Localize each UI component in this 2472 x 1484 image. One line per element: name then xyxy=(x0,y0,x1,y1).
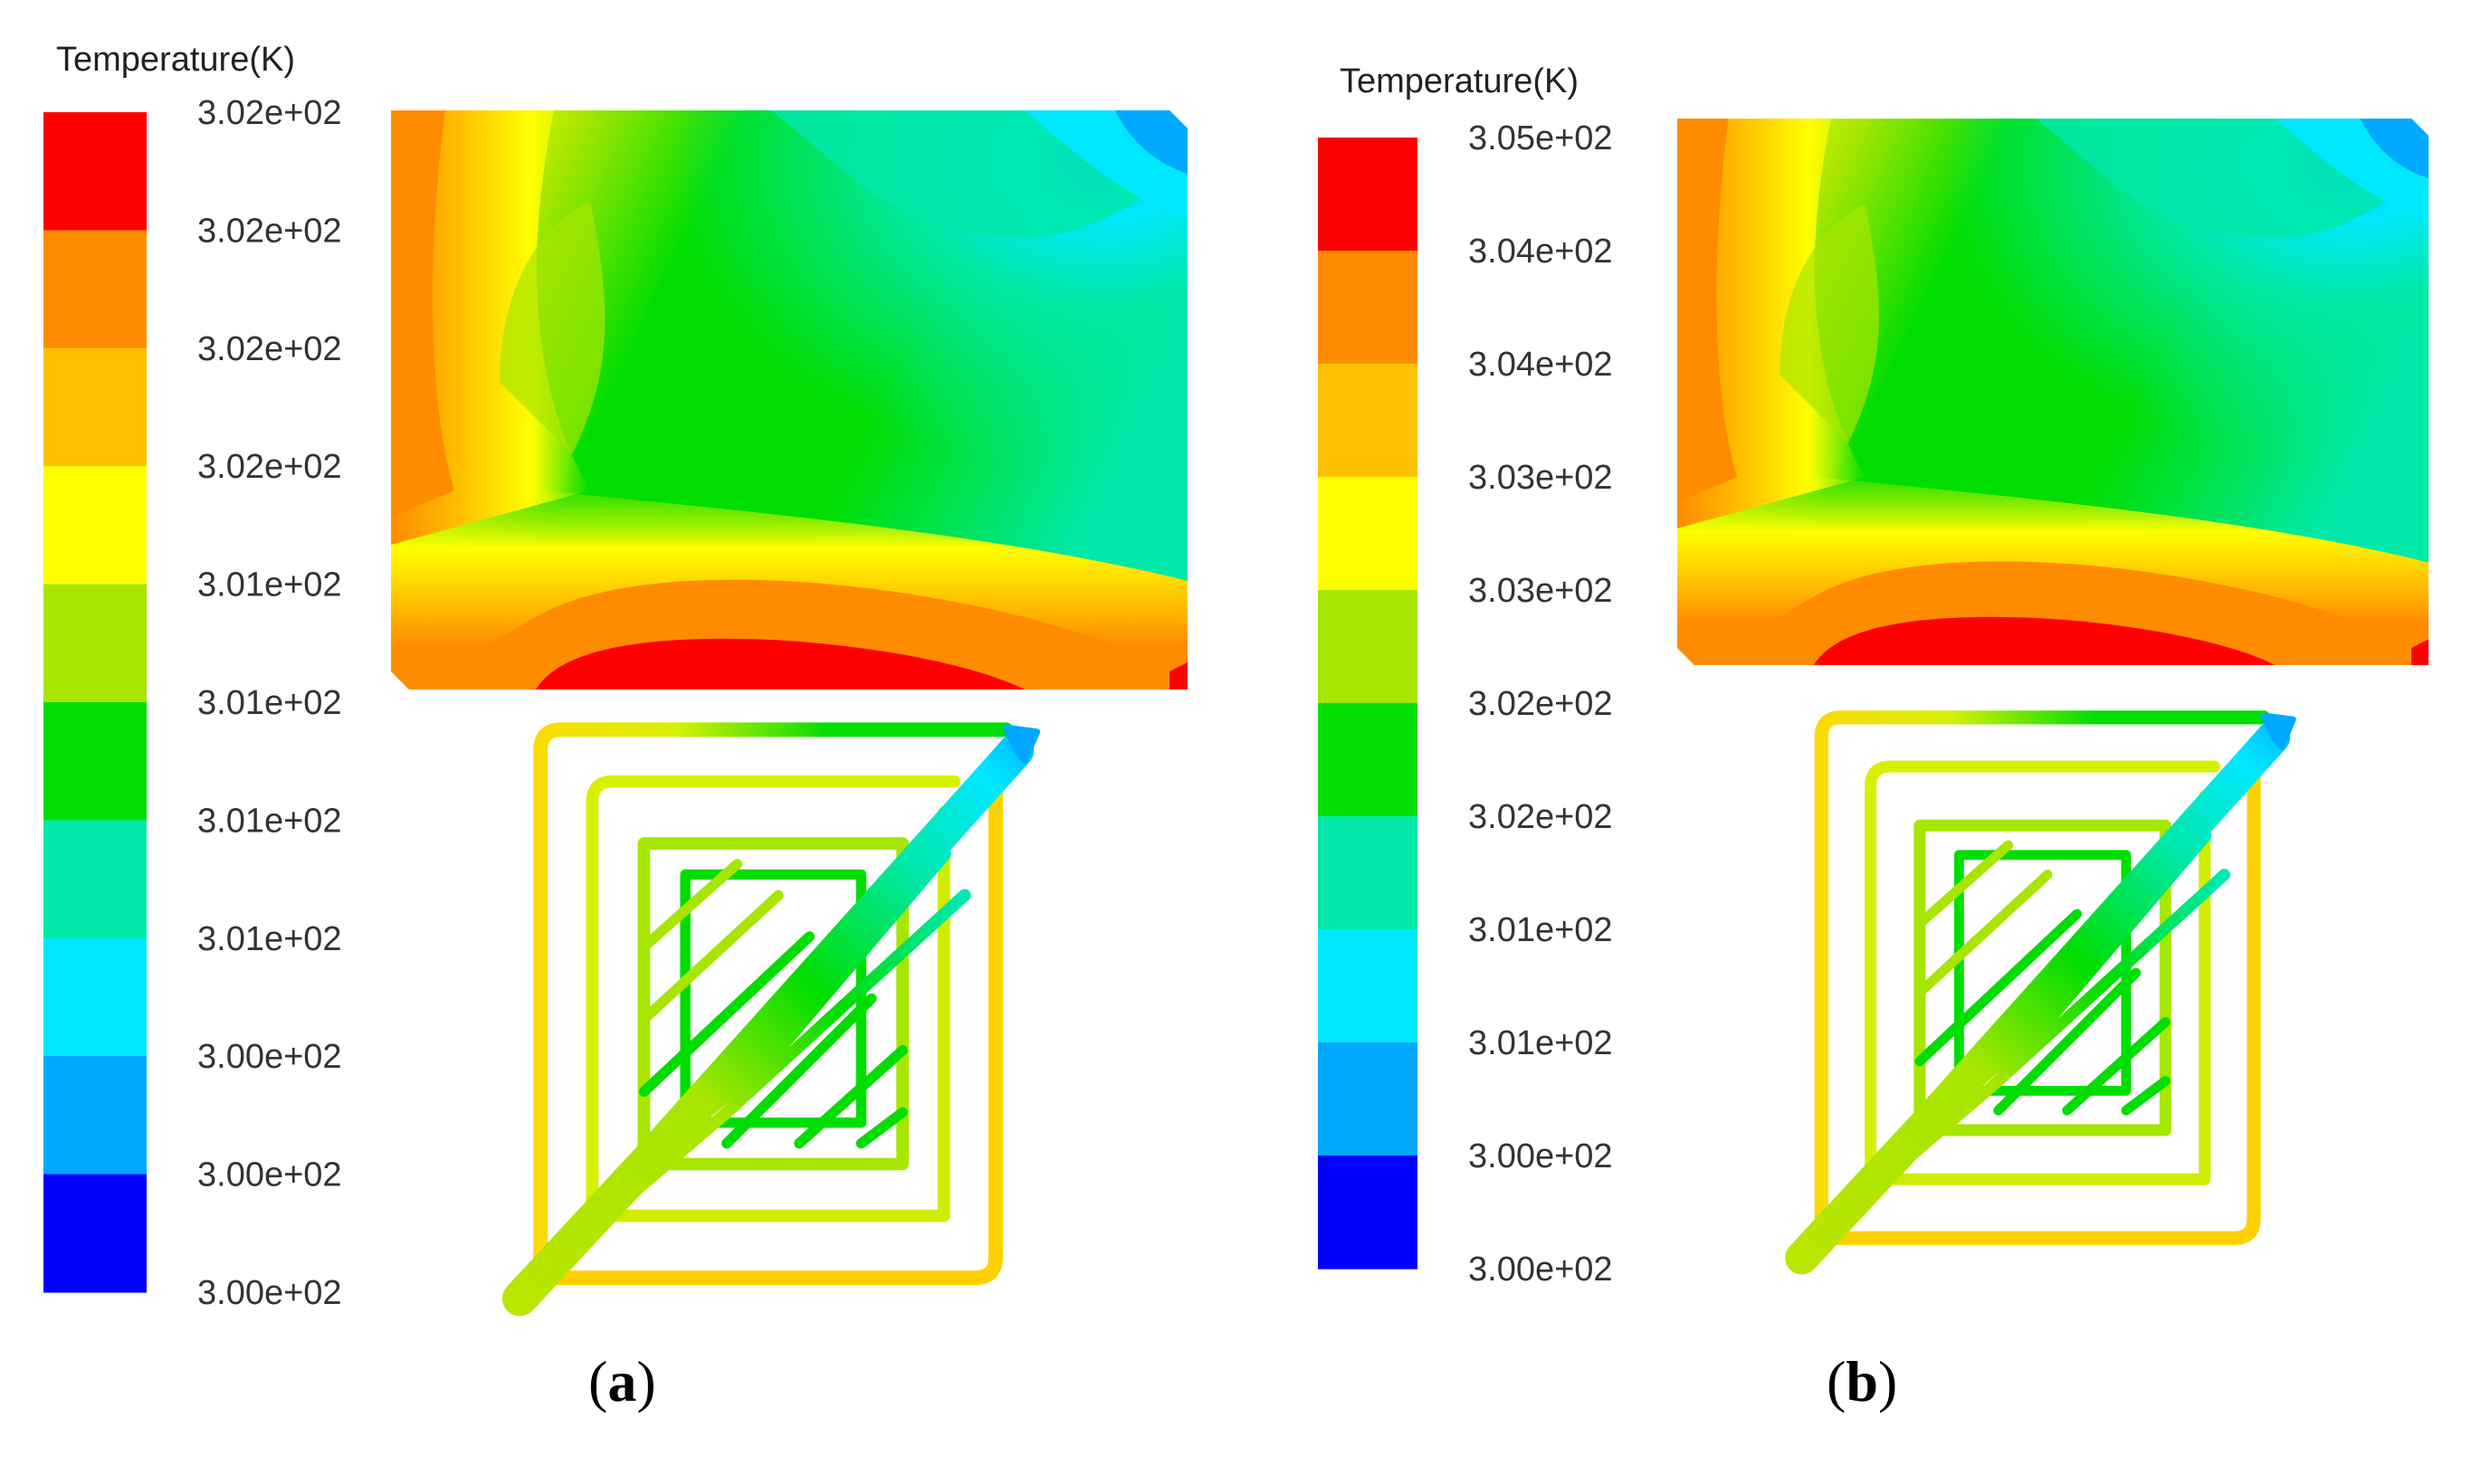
colorbar-segment xyxy=(1318,1156,1417,1270)
colorbar-segment xyxy=(43,466,147,585)
colorbar-tick-label: 3.03e+02 xyxy=(1468,572,1613,610)
caption-a: (a) xyxy=(588,1349,656,1413)
cooling-channel-contour-a xyxy=(520,728,1036,1298)
colorbar-tick-label: 3.00e+02 xyxy=(1468,1137,1613,1175)
colorbar-tick-label: 3.01e+02 xyxy=(197,566,342,604)
colorbar-tick-label: 3.02e+02 xyxy=(197,94,342,132)
colorbar-segment xyxy=(43,347,147,467)
colorbar-tick-label: 3.02e+02 xyxy=(1468,798,1613,836)
colorbar-tick-label: 3.04e+02 xyxy=(1468,233,1613,271)
colorbar-segment xyxy=(1318,816,1417,930)
colorbar-segment xyxy=(43,1056,147,1175)
colorbar-segment xyxy=(43,937,147,1057)
colorbar-tick-label: 3.05e+02 xyxy=(1468,119,1613,157)
colorbar-tick-label: 3.00e+02 xyxy=(197,1274,342,1312)
colorbar-tick-label: 3.02e+02 xyxy=(197,330,342,368)
colorbar-segment xyxy=(43,1174,147,1293)
colorbar-tick-label: 3.01e+02 xyxy=(197,920,342,958)
caption-b: (b) xyxy=(1827,1349,1897,1413)
colorbar-segment xyxy=(43,230,147,349)
colorbar-tick-label: 3.01e+02 xyxy=(197,802,342,840)
colorbar-tick-label: 3.02e+02 xyxy=(1468,685,1613,723)
colorbar-tick-label: 3.00e+02 xyxy=(197,1038,342,1076)
colorbar-segment xyxy=(1318,138,1417,252)
plate-temperature-contour-b xyxy=(1677,119,2429,665)
colorbar-segment xyxy=(43,702,147,821)
colorbar-tick-label: 3.03e+02 xyxy=(1468,459,1613,497)
colorbar-segment xyxy=(1318,929,1417,1043)
colorbar-segment xyxy=(1318,1042,1417,1156)
colorbar-tick-label: 3.04e+02 xyxy=(1468,346,1613,384)
colorbar-ticks-b: 3.05e+02 3.04e+02 3.04e+02 3.03e+02 3.03e+02… xyxy=(1468,119,1613,1289)
panel-a: Temperature(K) 3.02e+023.02e+023.02e+023… xyxy=(43,41,1188,1413)
colorbar-tick-label: 3.01e+02 xyxy=(1468,911,1613,949)
plate-temperature-contour-a xyxy=(391,110,1188,690)
colorbar-tick-label: 3.01e+02 xyxy=(1468,1024,1613,1062)
colorbar-segment xyxy=(1318,590,1417,704)
colorbar-segment xyxy=(43,820,147,939)
colorbar-segment xyxy=(43,112,147,231)
colorbar-a xyxy=(43,112,147,1293)
colorbar-tick-label: 3.02e+02 xyxy=(197,448,342,486)
colorbar-b xyxy=(1318,138,1417,1270)
colorbar-segment xyxy=(1318,251,1417,365)
colorbar-tick-label: 3.02e+02 xyxy=(197,212,342,250)
panel-b: Temperature(K) 3.05e+023.04e+023.04e+023… xyxy=(1318,62,2429,1413)
colorbar-tick-label: 3.01e+02 xyxy=(197,684,342,722)
legend-title-b: Temperature(K) xyxy=(1340,62,1579,100)
colorbar-segment xyxy=(1318,477,1417,591)
legend-title-a: Temperature(K) xyxy=(56,41,295,79)
svg-text:(a): (a) xyxy=(588,1349,656,1413)
colorbar-tick-label: 3.00e+02 xyxy=(1468,1251,1613,1289)
colorbar-ticks-a: 3.02e+02 3.02e+02 3.02e+02 3.02e+02 3.01e+02… xyxy=(197,94,342,1312)
cooling-channel-contour-b xyxy=(1802,716,2294,1258)
svg-text:(b): (b) xyxy=(1827,1349,1897,1413)
colorbar-segment xyxy=(1318,703,1417,817)
colorbar-segment xyxy=(1318,364,1417,478)
colorbar-segment xyxy=(43,584,147,703)
colorbar-tick-label: 3.00e+02 xyxy=(197,1156,342,1194)
